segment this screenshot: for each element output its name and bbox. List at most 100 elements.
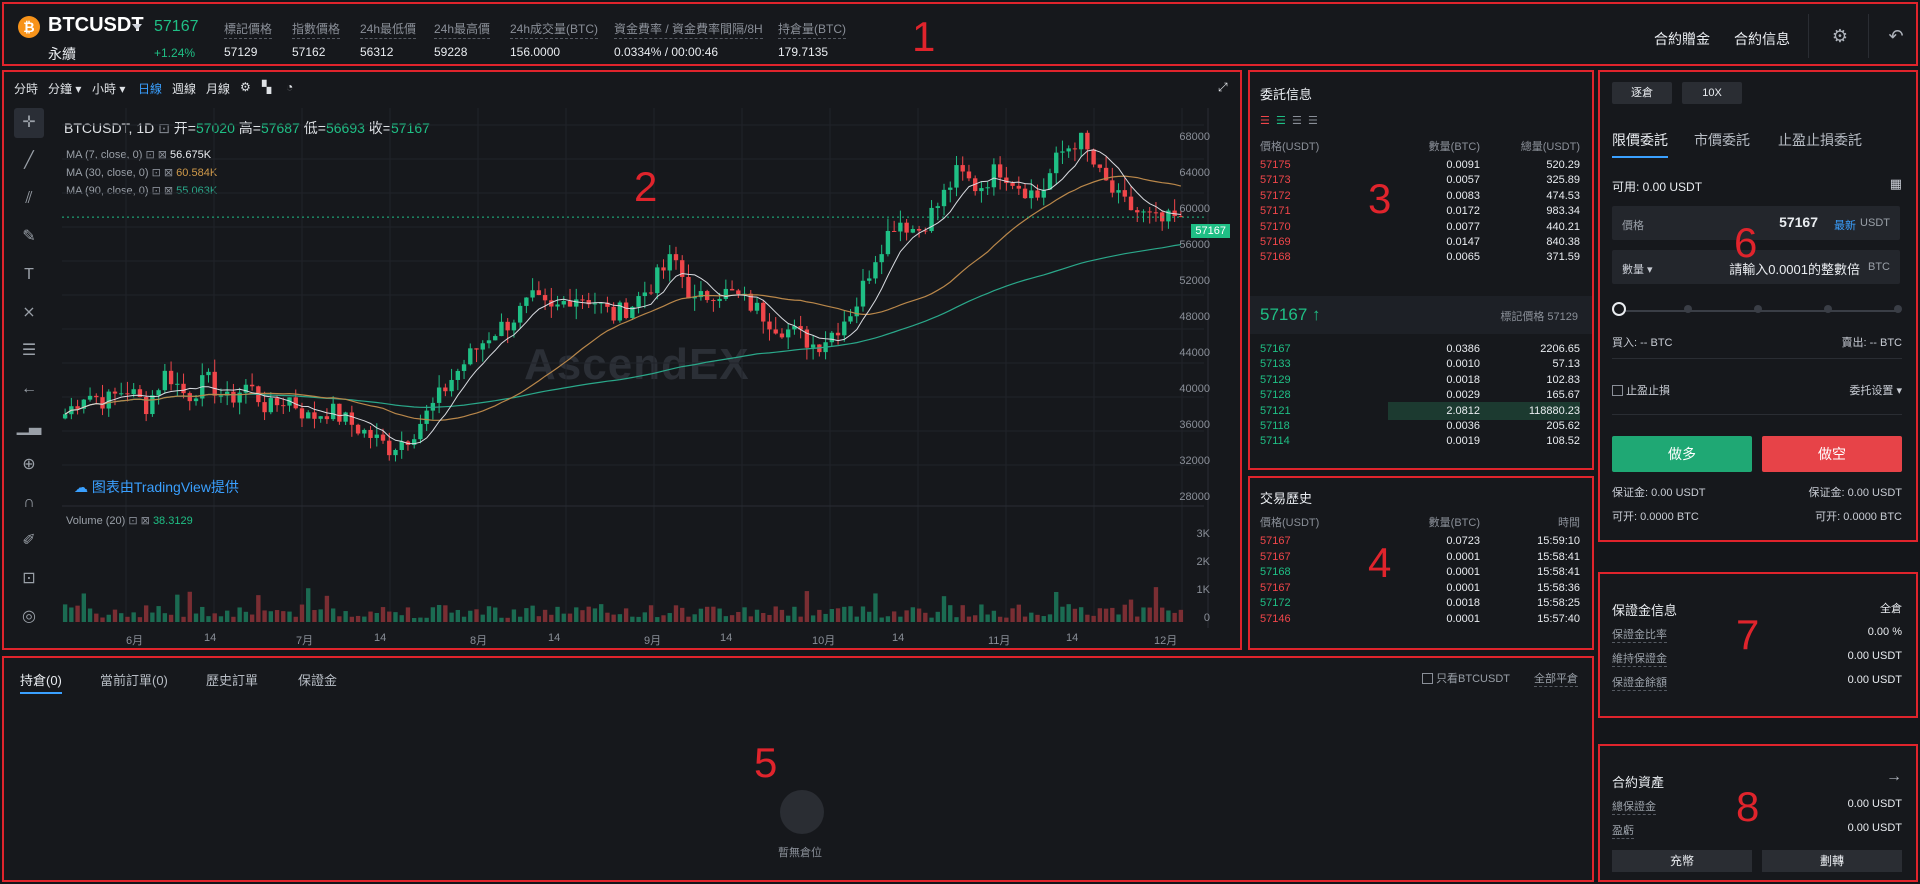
brush-icon[interactable]: ✎ [22,228,36,245]
y-tick: 56000 [1179,239,1210,251]
tab-margin[interactable]: 保證金 [298,673,338,688]
bid-row[interactable]: 57118 0.0036 205.62 [1260,417,1580,435]
bid-row[interactable]: 57121 2.0812 118880.23 [1260,401,1580,420]
gear-icon[interactable]: ⚙ [1831,26,1849,46]
tab-market-order[interactable]: 市價委託 [1694,132,1750,148]
slider-step[interactable] [1684,305,1692,313]
qty-unit-selector[interactable]: 數量 ▾ [1622,264,1653,276]
ask-row[interactable]: 57171 0.0172 983.34 [1260,202,1580,220]
only-current-filter[interactable]: 只看BTCUSDT [1422,670,1510,686]
candle-body [941,189,947,207]
open-short-button[interactable]: 做空 [1762,436,1902,472]
lock-drawing-icon[interactable]: ✐ [22,532,36,549]
symbol-selector[interactable]: BTCUSDT [48,14,144,36]
checkbox[interactable] [1612,385,1623,396]
bid-row[interactable]: 57114 0.0019 108.52 [1260,432,1580,450]
tpsl-checkbox[interactable]: 止盈止損 [1612,382,1670,398]
total-cell: 325.89 [1546,174,1580,187]
leverage-button[interactable]: 10X [1682,82,1742,104]
volume-bar [106,614,111,622]
prediction-tool-icon[interactable]: ☰ [21,342,37,359]
ask-row[interactable]: 57175 0.0091 520.29 [1260,156,1580,174]
magnet-icon[interactable]: ∩ [23,494,35,511]
buy-estimate: 買入: -- BTC [1612,337,1673,349]
bid-row[interactable]: 57129 0.0018 102.83 [1260,371,1580,389]
deposit-button[interactable]: 充幣 [1612,850,1752,872]
order-settings-dropdown[interactable]: 委托设置 ▾ [1849,385,1902,397]
candlestick-plot[interactable] [4,72,1244,652]
bid-row[interactable]: 57128 0.0029 165.67 [1260,386,1580,404]
qty-slider-knob[interactable] [1612,302,1626,316]
trade-row[interactable]: 57172 0.0018 15:58:25 [1260,594,1580,612]
trade-row[interactable]: 57167 0.0001 15:58:41 [1260,548,1580,566]
annotation-8: 8 [1736,783,1760,830]
view-asks-icon[interactable]: ☰ [1292,115,1302,127]
tab-positions[interactable]: 持倉(0) [20,673,62,688]
ask-row[interactable]: 57173 0.0057 325.89 [1260,171,1580,189]
interval-week[interactable]: 週線 [172,82,197,96]
contract-info-link[interactable]: 合約信息 [1734,31,1790,47]
arrow-right-icon[interactable]: → [1886,768,1902,785]
view-both-icon[interactable]: ☰ [1260,115,1270,127]
arrow-left-icon[interactable]: ← [21,380,37,397]
indicators-icon[interactable]: ▚ [262,80,272,94]
transfer-button[interactable]: 劃轉 [1762,850,1902,872]
qty-cell: 0.0065 [1446,251,1480,264]
checkbox[interactable] [1422,673,1433,684]
replay-icon[interactable]: ◔ [286,80,294,94]
crosshair-icon[interactable]: ✛ [14,108,44,138]
interval-hour[interactable]: 小時 ▾ [92,82,126,96]
price-cell: 57167 [1260,343,1291,355]
contract-bonus-link[interactable]: 合約贈金 [1654,31,1710,47]
tab-limit-order[interactable]: 限價委託 [1612,132,1668,148]
zoom-in-icon[interactable]: ⊕ [22,456,36,473]
calculator-icon[interactable]: ▦ [1889,176,1902,191]
candle-body [393,450,398,456]
ask-row[interactable]: 57169 0.0147 840.38 [1260,233,1580,251]
view-bids-icon[interactable]: ☰ [1276,115,1286,127]
view-list-icon[interactable]: ☰ [1308,115,1318,127]
fullscreen-icon[interactable]: ⤢ [1218,80,1228,94]
candle-body [268,398,273,413]
quantity-input[interactable]: 數量 ▾ 請輸入0.0001的整數倍 BTC [1612,250,1900,284]
interval-day[interactable]: 日線 [138,82,163,96]
interval-month[interactable]: 月線 [206,82,231,96]
candle-body [761,302,766,322]
volume-bar [287,611,292,622]
undo-icon[interactable]: ↶ [1888,26,1904,46]
tab-tpsl-order[interactable]: 止盈止損委託 [1778,132,1862,148]
close-all-button[interactable]: 全部平倉 [1534,670,1578,687]
trendline-icon[interactable]: ╱ [24,152,34,169]
bid-row[interactable]: 57167 0.0386 2206.65 [1260,340,1580,358]
visibility-icon[interactable]: ◎ [22,608,36,625]
text-tool-icon[interactable]: T [24,266,34,283]
price-input[interactable]: 價格 57167 最新 USDT [1612,206,1900,240]
open-long-button[interactable]: 做多 [1612,436,1752,472]
tab-open-orders[interactable]: 當前訂單(0) [100,673,168,688]
pattern-tool-icon[interactable]: ⨯ [22,304,36,321]
settings-icon[interactable]: ⚙ [240,80,251,94]
tradingview-credit[interactable]: ☁ 图表由TradingView提供 [74,479,239,495]
measure-icon[interactable]: ▁▃ [16,418,42,435]
unlock-icon[interactable]: ⊡ [22,570,36,587]
tab-order-history[interactable]: 歷史訂單 [206,673,259,688]
ask-row[interactable]: 57172 0.0083 474.53 [1260,187,1580,205]
slider-step[interactable] [1824,305,1832,313]
chevron-down-icon[interactable] [132,24,142,30]
trade-row[interactable]: 57167 0.0001 15:58:36 [1260,579,1580,597]
trade-row[interactable]: 57167 0.0723 15:59:10 [1260,532,1580,550]
ask-row[interactable]: 57168 0.0065 371.59 [1260,248,1580,266]
candle-body [511,322,517,331]
ask-row[interactable]: 57170 0.0077 440.21 [1260,218,1580,236]
trade-row[interactable]: 57168 0.0001 15:58:41 [1260,563,1580,581]
bid-row[interactable]: 57133 0.0010 57.13 [1260,355,1580,373]
slider-step[interactable] [1754,305,1762,313]
interval-timeline[interactable]: 分時 [14,82,39,96]
total-cell: 15:58:36 [1537,581,1580,594]
margin-mode-button[interactable]: 逐倉 [1612,82,1672,104]
interval-minute[interactable]: 分鐘 ▾ [48,82,82,96]
slider-step[interactable] [1894,305,1902,313]
trade-row[interactable]: 57146 0.0001 15:57:40 [1260,610,1580,628]
latest-price-link[interactable]: 最新 [1834,220,1856,232]
fib-tool-icon[interactable]: ⫽ [25,190,33,207]
